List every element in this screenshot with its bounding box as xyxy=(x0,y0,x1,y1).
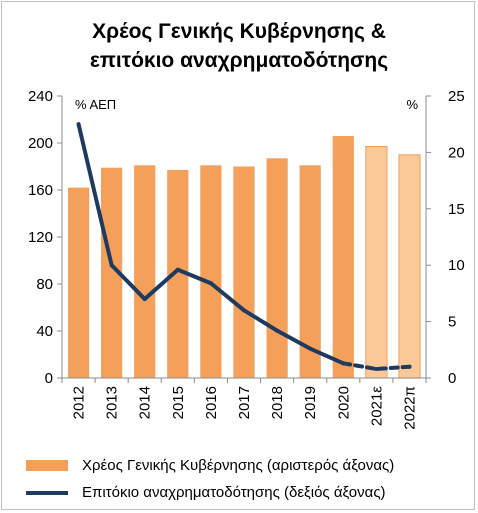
left-tick-label-240: 240 xyxy=(28,88,53,105)
rate-point-2020 xyxy=(341,361,346,366)
bar-2013 xyxy=(101,167,123,378)
left-tick-label-120: 120 xyxy=(28,229,53,246)
bar-2021ε xyxy=(365,146,388,379)
legend-label-debt: Χρέος Γενικής Κυβέρνησης (αριστερός άξον… xyxy=(82,457,395,474)
rate-line-forecast xyxy=(341,361,412,371)
x-tick-label-2014: 2014 xyxy=(137,386,154,419)
right-tick-label-5: 5 xyxy=(448,314,456,331)
rate-point-2012 xyxy=(76,122,81,127)
x-tick-label-2015: 2015 xyxy=(170,386,187,419)
bar-2016 xyxy=(200,165,222,378)
rate-point-2022π xyxy=(407,364,412,369)
x-tick-label-2016: 2016 xyxy=(203,386,220,419)
chart-title-line1: Χρέος Γενικής Κυβέρνησης & xyxy=(92,20,386,43)
legend-item-debt: Χρέος Γενικής Κυβέρνησης (αριστερός άξον… xyxy=(26,457,394,474)
rate-point-2021ε xyxy=(374,366,379,371)
right-tick-label-20: 20 xyxy=(448,144,465,161)
rate-point-2016 xyxy=(208,281,213,286)
right-tick-label-15: 15 xyxy=(448,201,465,218)
rate-point-2014 xyxy=(142,297,147,302)
bar-2017 xyxy=(233,166,255,378)
x-tick-label-2017: 2017 xyxy=(236,386,253,419)
rate-point-2017 xyxy=(242,308,246,313)
left-tick-label-160: 160 xyxy=(28,182,53,199)
legend-item-rate: Επιτόκιο αναχρηματοδότησης (δεξιός άξονα… xyxy=(26,484,386,501)
legend-label-rate: Επιτόκιο αναχρηματοδότησης (δεξιός άξονα… xyxy=(82,484,386,501)
left-tick-label-200: 200 xyxy=(28,135,53,152)
x-tick-label-2022π: 2022π xyxy=(401,386,418,430)
left-tick-label-0: 0 xyxy=(45,370,53,387)
x-tick-label-2012: 2012 xyxy=(71,386,88,419)
legend-swatch-debt xyxy=(26,460,68,471)
bar-2019 xyxy=(299,165,321,378)
bar-2014 xyxy=(134,165,156,378)
bar-2022π xyxy=(398,154,421,379)
x-tick-label-2019: 2019 xyxy=(302,386,319,419)
bar-2012 xyxy=(68,187,90,378)
bar-2018 xyxy=(266,158,288,378)
right-axis-unit: % xyxy=(406,97,418,112)
right-tick-label-0: 0 xyxy=(448,370,456,387)
rate-point-2013 xyxy=(109,263,114,268)
x-tick-label-2020: 2020 xyxy=(335,386,352,419)
x-tick-label-2021ε: 2021ε xyxy=(368,386,385,426)
chart-title-line2: επιτόκιο αναχρηματοδότησης xyxy=(89,49,389,72)
rate-point-2019 xyxy=(308,346,313,351)
rate-point-2015 xyxy=(175,267,180,272)
x-tick-label-2018: 2018 xyxy=(269,386,286,419)
bar-2020 xyxy=(332,136,354,378)
bar-2015 xyxy=(167,170,189,378)
rate-point-2018 xyxy=(275,328,280,333)
left-axis-unit: % ΑΕΠ xyxy=(75,97,116,112)
right-tick-label-25: 25 xyxy=(448,88,465,105)
x-tick-label-2013: 2013 xyxy=(104,386,121,419)
legend-swatch-rate xyxy=(26,490,68,495)
left-tick-label-40: 40 xyxy=(36,323,53,340)
right-tick-label-10: 10 xyxy=(448,257,465,274)
left-tick-label-80: 80 xyxy=(36,276,53,293)
